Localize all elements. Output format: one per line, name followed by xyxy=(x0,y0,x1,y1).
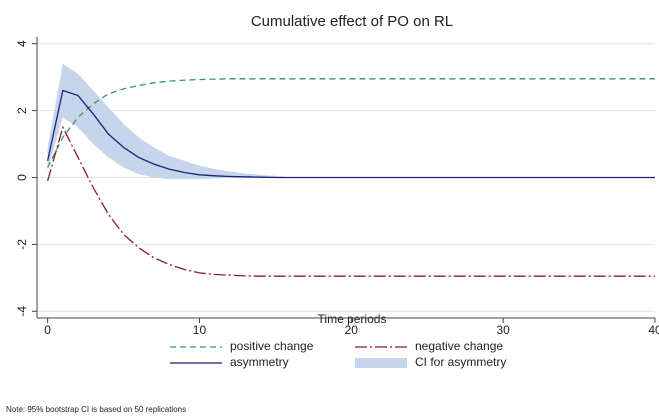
x-tick-label: 20 xyxy=(345,323,359,337)
y-tick-label: 2 xyxy=(15,107,29,114)
legend-label: CI for asymmetry xyxy=(415,355,506,369)
legend-label: negative change xyxy=(415,339,503,353)
line xyxy=(47,78,655,168)
x-tick-label: 40 xyxy=(648,323,659,337)
x-tick-label: 30 xyxy=(496,323,510,337)
y-tick-label: 0 xyxy=(15,174,29,181)
y-tick-label: 4 xyxy=(15,40,29,47)
ci-band xyxy=(47,63,656,180)
x-tick-label: 10 xyxy=(193,323,207,337)
legend-label: positive change xyxy=(230,339,314,353)
x-axis-label: Time periods xyxy=(318,312,387,326)
line xyxy=(46,89,655,179)
y-tick-label: -2 xyxy=(15,239,29,250)
chart-title: Cumulative effect of PO on RL xyxy=(251,13,453,30)
y-tick-label: -4 xyxy=(15,306,29,317)
legend-label: asymmetry xyxy=(230,355,289,369)
x-tick-label: 0 xyxy=(44,323,51,337)
line xyxy=(47,125,655,277)
legend-swatch xyxy=(355,358,407,368)
note: Note: 95% bootstrap CI is based on 50 re… xyxy=(6,405,186,414)
